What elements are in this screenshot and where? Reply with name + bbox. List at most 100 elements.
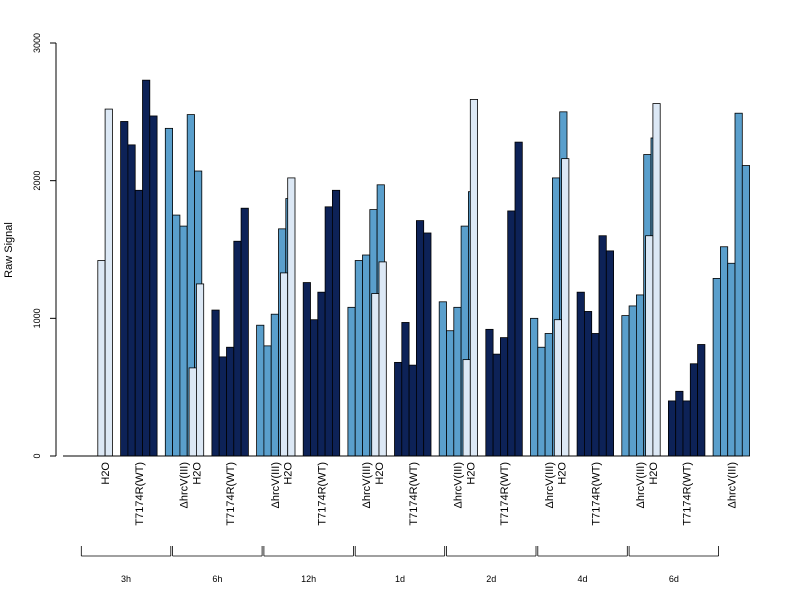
bar	[240, 207, 249, 457]
y-tick-label: 0	[32, 453, 42, 458]
timepoint-label: 1d	[395, 574, 405, 584]
group-label: T7174R(WT)	[682, 462, 694, 526]
bar	[195, 283, 205, 457]
bar	[485, 328, 494, 457]
group-label: H2O	[557, 462, 569, 485]
bar	[645, 235, 654, 457]
y-axis-title: Raw Signal	[3, 222, 15, 278]
timepoint-label: 2d	[486, 574, 496, 584]
group-label: H2O	[191, 462, 203, 485]
group-label: T7174R(WT)	[316, 462, 328, 526]
group-label: T7174R(WT)	[225, 462, 237, 526]
bar	[371, 293, 380, 457]
bar	[149, 115, 158, 457]
group-label: ΔhrcV(III)	[726, 462, 738, 508]
bar	[621, 315, 630, 457]
group-label: ΔhrcV(III)	[452, 462, 464, 508]
bar	[492, 353, 501, 457]
timepoint-label: 3h	[121, 574, 131, 584]
bar	[354, 260, 363, 457]
bar	[682, 400, 691, 457]
bar	[514, 141, 523, 457]
bar	[218, 356, 227, 457]
bar	[317, 291, 326, 457]
group-label: ΔhrcV(III)	[179, 462, 191, 508]
bar	[134, 189, 143, 457]
group-label: ΔhrcV(III)	[361, 462, 373, 508]
group-label: H2O	[374, 462, 386, 485]
bars	[97, 79, 750, 457]
group-label: H2O	[648, 462, 660, 485]
bar	[302, 282, 311, 457]
bar	[226, 346, 235, 457]
bar	[256, 324, 265, 457]
bar	[499, 337, 509, 457]
bar	[727, 262, 736, 457]
bar	[598, 235, 607, 457]
group-label: H2O	[100, 462, 112, 485]
bar	[394, 361, 403, 457]
group-label: T7174R(WT)	[499, 462, 511, 526]
bar	[591, 333, 600, 457]
bar	[553, 319, 562, 457]
bar	[438, 301, 447, 457]
bar	[652, 103, 661, 457]
bar	[537, 346, 546, 457]
bar	[120, 121, 129, 457]
bar	[462, 359, 471, 457]
bar	[188, 367, 197, 457]
bar	[576, 291, 585, 457]
timepoint-label: 6d	[669, 574, 679, 584]
bar	[605, 250, 614, 457]
bar	[263, 345, 272, 457]
bar	[530, 317, 539, 457]
group-label: T7174R(WT)	[134, 462, 146, 526]
bar	[347, 306, 356, 457]
bar	[507, 210, 516, 457]
y-tick-label: 1000	[32, 308, 42, 328]
bar	[636, 294, 645, 457]
bar	[270, 313, 279, 457]
bar	[324, 206, 333, 457]
group-label: H2O	[283, 462, 295, 485]
bar	[668, 400, 677, 457]
bar	[423, 232, 432, 457]
bar	[362, 254, 371, 457]
bar	[720, 246, 729, 457]
group-label: T7174R(WT)	[590, 462, 602, 526]
bar	[310, 319, 319, 457]
group-label: T7174R(WT)	[408, 462, 420, 526]
bar	[142, 79, 151, 457]
bar	[401, 322, 410, 457]
y-axis: 0 1000 2000 3000	[32, 33, 57, 459]
bar	[734, 112, 743, 457]
group-label: H2O	[465, 462, 477, 485]
group-labels: H2O T7174R(WT) ΔhrcV(III) H2O T7174R(WT) Δhrc…	[100, 462, 738, 526]
bar	[233, 240, 242, 457]
bar	[408, 364, 417, 457]
bar	[628, 305, 637, 457]
bar	[287, 177, 296, 457]
bar	[453, 306, 462, 457]
bar	[469, 99, 478, 457]
bar	[741, 165, 750, 457]
timepoint-label: 6h	[212, 574, 222, 584]
bar	[446, 330, 455, 457]
y-tick-label: 3000	[32, 33, 42, 53]
bar	[697, 344, 706, 457]
timepoint-label: 4d	[578, 574, 588, 584]
bar	[104, 108, 113, 457]
group-label: ΔhrcV(III)	[635, 462, 647, 508]
bar	[689, 363, 698, 457]
bar	[584, 311, 593, 457]
bar	[544, 333, 553, 457]
bar	[127, 144, 136, 457]
timepoint-brackets: 3h 6h 12h 1d 2d 4d 6d	[80, 546, 719, 584]
bar	[211, 309, 220, 457]
bar	[712, 278, 721, 457]
bar	[675, 390, 684, 457]
group-label: ΔhrcV(III)	[544, 462, 556, 508]
timepoint-label: 12h	[301, 574, 316, 584]
bar	[97, 260, 106, 457]
bar	[172, 214, 181, 457]
